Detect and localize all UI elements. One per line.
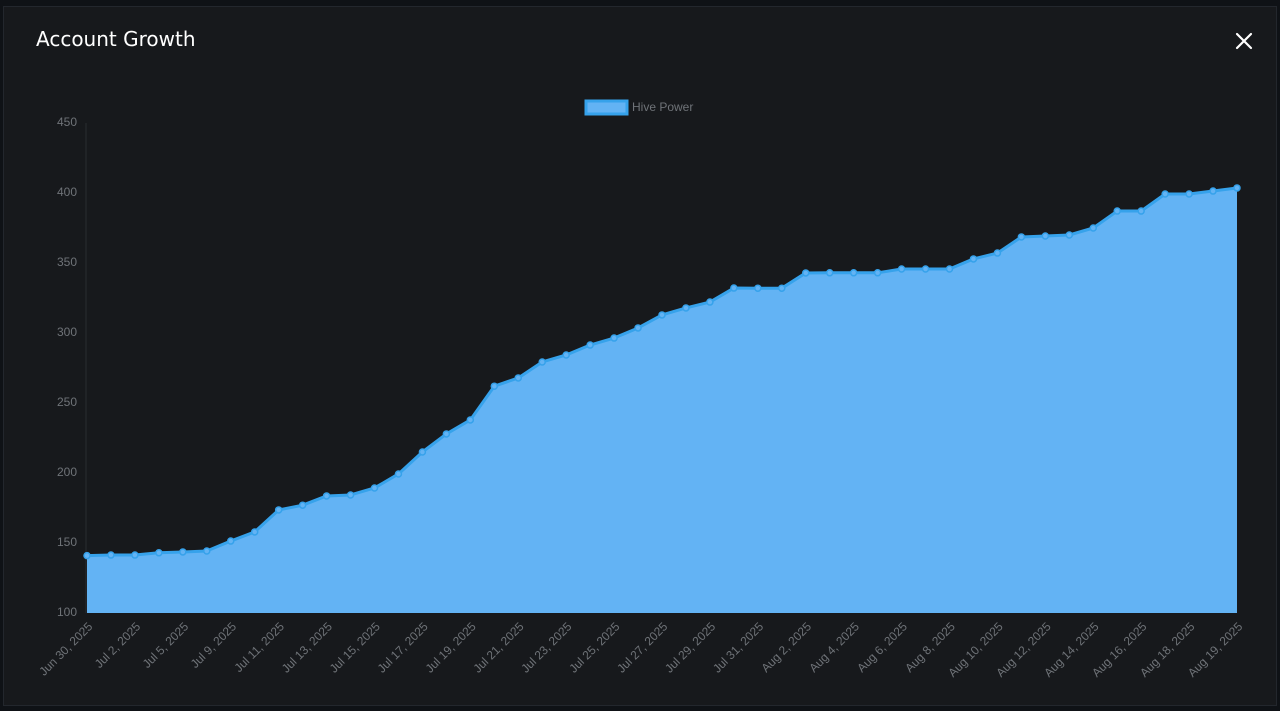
point — [83, 551, 91, 560]
point — [562, 351, 570, 359]
x-tick-label: Jul 9, 2025 — [188, 619, 240, 671]
y-tick-label: 100 — [57, 605, 77, 619]
point — [682, 304, 690, 312]
point — [490, 382, 499, 390]
point — [706, 298, 714, 306]
y-tick-label: 250 — [57, 395, 77, 409]
point — [921, 265, 930, 273]
x-tick-label: Jul 17, 2025 — [375, 619, 431, 675]
point — [778, 284, 786, 292]
point — [873, 269, 882, 277]
point — [610, 334, 618, 342]
point — [179, 548, 187, 556]
point — [514, 374, 522, 382]
point — [250, 528, 259, 536]
y-tick-label: 200 — [57, 465, 77, 479]
point — [1185, 190, 1193, 198]
point — [993, 249, 1002, 257]
x-tick-label: Jul 15, 2025 — [327, 619, 383, 675]
x-tick-label: Jun 30, 2025 — [36, 619, 95, 678]
x-tick-label: Jul 2, 2025 — [92, 619, 144, 671]
point — [1017, 233, 1026, 241]
x-tick-label: Aug 2, 2025 — [758, 619, 814, 675]
point — [131, 551, 139, 559]
x-tick-label: Jul 27, 2025 — [614, 619, 670, 675]
area — [87, 187, 1237, 613]
point — [1065, 231, 1074, 239]
point — [897, 265, 906, 273]
point — [586, 341, 594, 349]
point — [1161, 190, 1169, 198]
point — [394, 470, 403, 478]
modal-title: Account Growth — [36, 27, 196, 51]
point — [658, 311, 666, 319]
point — [370, 484, 379, 492]
point — [1209, 187, 1217, 195]
y-tick-label: 350 — [57, 255, 77, 269]
point — [442, 430, 451, 438]
y-tick-label: 150 — [57, 535, 77, 549]
point — [1041, 232, 1050, 240]
point — [1137, 207, 1145, 215]
point — [849, 269, 858, 277]
y-tick-label: 450 — [57, 115, 77, 129]
legend-swatch — [584, 99, 629, 116]
point — [969, 255, 978, 263]
point — [298, 501, 307, 509]
point — [107, 551, 115, 559]
point — [322, 492, 331, 500]
point — [754, 284, 762, 292]
point — [274, 506, 283, 514]
x-tick-label: Jul 19, 2025 — [423, 619, 479, 675]
legend-label: Hive Power — [632, 100, 693, 114]
x-tick-label: Jul 31, 2025 — [710, 619, 766, 675]
close-button[interactable] — [1232, 29, 1256, 53]
point — [227, 537, 235, 545]
point — [155, 549, 163, 557]
x-tick-label: Jul 13, 2025 — [279, 619, 335, 675]
x-tick-label: Jul 29, 2025 — [662, 619, 718, 675]
point — [945, 265, 954, 273]
point — [634, 324, 642, 332]
y-tick-label: 300 — [57, 325, 77, 339]
x-tick-label: Jul 21, 2025 — [470, 619, 526, 675]
x-tick-label: Jul 5, 2025 — [140, 619, 192, 671]
point — [802, 269, 810, 277]
point — [418, 448, 427, 456]
point — [466, 416, 475, 424]
point — [538, 358, 546, 366]
point — [346, 491, 355, 499]
point — [1113, 207, 1121, 215]
point — [1089, 224, 1097, 232]
x-tick-label: Jul 25, 2025 — [566, 619, 622, 675]
x-tick-label: Aug 6, 2025 — [854, 619, 910, 675]
point — [730, 284, 738, 292]
y-tick-label: 400 — [57, 185, 77, 199]
point — [1233, 184, 1241, 192]
point — [203, 547, 211, 555]
point — [825, 269, 834, 277]
x-tick-label: Aug 4, 2025 — [806, 619, 862, 675]
x-tick-label: Jul 23, 2025 — [518, 619, 574, 675]
